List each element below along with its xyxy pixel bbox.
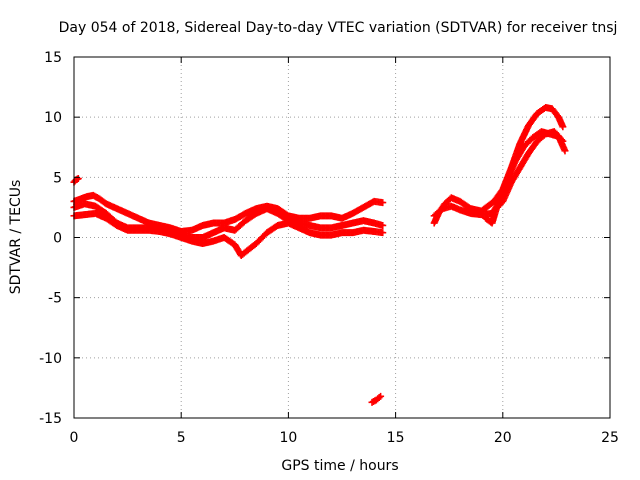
tick-labels: 0 5 10 15 20 25 -15 -10 -5 0 5 10 15 <box>39 50 619 446</box>
data-point <box>379 221 387 229</box>
x-axis-title: GPS time / hours <box>281 458 398 474</box>
y-tick-label: 0 <box>53 231 62 247</box>
x-tick-label: 0 <box>70 430 79 446</box>
x-tick-label: 10 <box>279 430 297 446</box>
data-point <box>375 394 383 402</box>
x-tick-label: 20 <box>494 430 512 446</box>
data-point <box>74 175 82 183</box>
y-axis-title: SDTVAR / TECUs <box>8 180 24 295</box>
data-point <box>379 229 387 237</box>
series-track-8 <box>482 128 567 227</box>
x-tick-label: 25 <box>601 430 619 446</box>
data-point <box>379 199 387 207</box>
axis-ticks <box>73 56 611 419</box>
series-track-3 <box>70 209 387 260</box>
data-point <box>377 392 385 400</box>
y-tick-label: 5 <box>53 170 62 186</box>
data-marks <box>70 104 569 406</box>
x-tick-label: 15 <box>387 430 405 446</box>
data-point <box>559 137 567 145</box>
y-tick-label: 15 <box>44 50 62 66</box>
series-track-5 <box>368 392 385 406</box>
data-point <box>561 147 569 155</box>
x-tick-label: 5 <box>177 430 186 446</box>
y-tick-label: 10 <box>44 110 62 126</box>
y-tick-label: -15 <box>39 411 62 427</box>
data-point <box>559 123 567 131</box>
series-track-4 <box>70 175 82 186</box>
y-tick-label: -10 <box>39 351 62 367</box>
chart-title: Day 054 of 2018, Sidereal Day-to-day VTE… <box>59 20 618 36</box>
y-tick-label: -5 <box>48 291 62 307</box>
data-point <box>558 136 566 144</box>
grid <box>74 57 610 418</box>
